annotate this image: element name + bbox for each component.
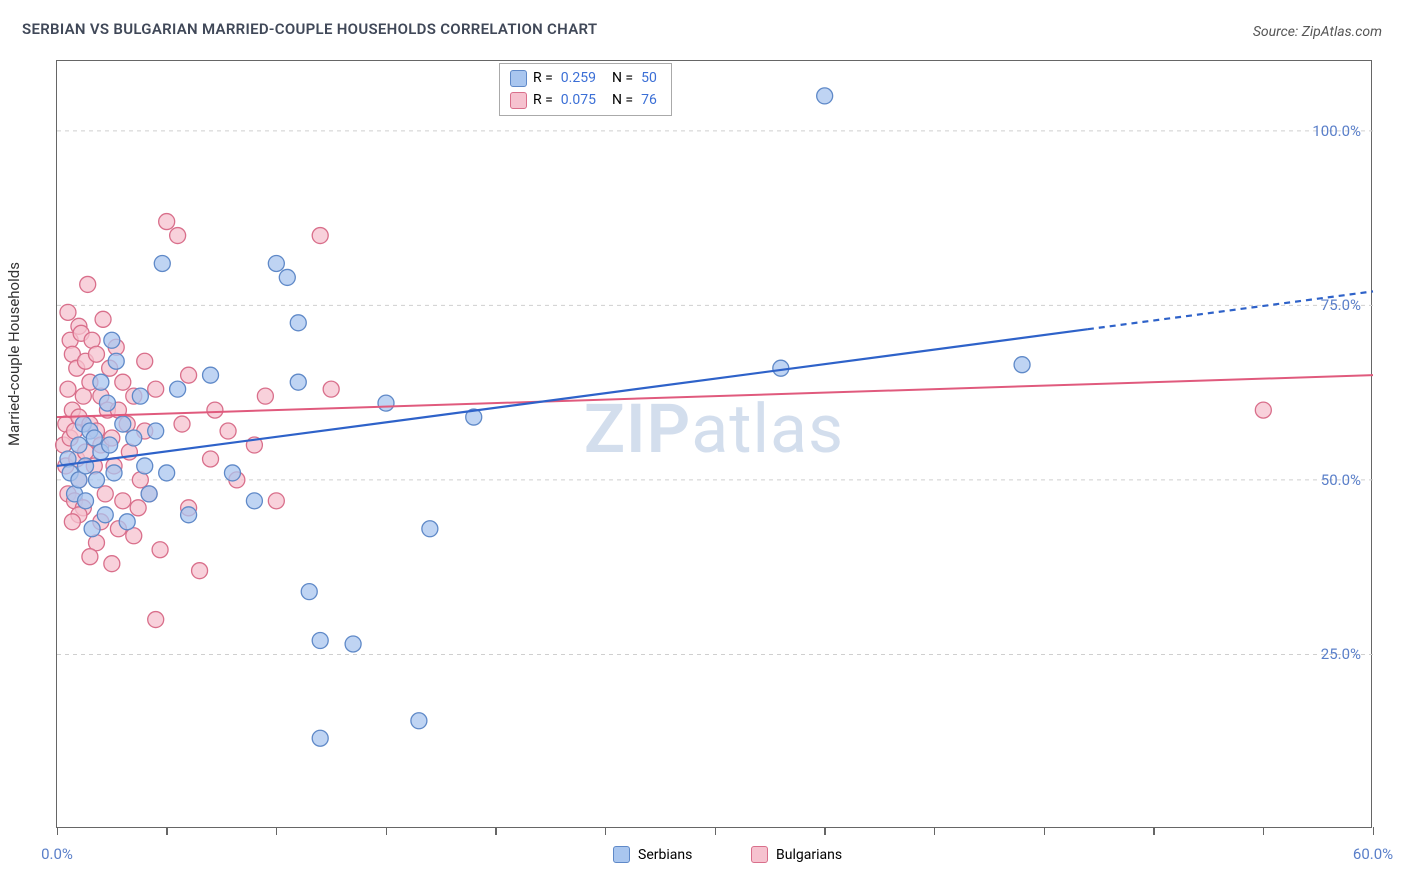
plot-area: ZIPatlas R = 0.259 N = 50 R = 0.075 N = … bbox=[56, 60, 1372, 828]
x-tick-label: 60.0% bbox=[1353, 845, 1393, 863]
stat-label-r: R = bbox=[533, 89, 553, 111]
stat-label-r: R = bbox=[533, 67, 553, 89]
x-tick-mark bbox=[386, 827, 388, 835]
x-tick-mark bbox=[276, 827, 278, 835]
x-tick-label: 0.0% bbox=[41, 845, 73, 863]
plot-svg bbox=[57, 61, 1373, 829]
stat-n-bulgarians: 76 bbox=[641, 89, 657, 111]
stat-r-serbians: 0.259 bbox=[561, 67, 596, 89]
swatch-bulgarians bbox=[751, 846, 768, 863]
swatch-serbians bbox=[613, 846, 630, 863]
x-tick-mark bbox=[934, 827, 936, 835]
chart-title: SERBIAN VS BULGARIAN MARRIED-COUPLE HOUS… bbox=[22, 20, 597, 38]
x-tick-mark bbox=[1373, 827, 1375, 835]
stats-row-bulgarians: R = 0.075 N = 76 bbox=[510, 89, 657, 111]
swatch-bulgarians bbox=[510, 92, 527, 109]
x-tick-mark bbox=[824, 827, 826, 835]
x-tick-mark bbox=[166, 827, 168, 835]
stat-label-n: N = bbox=[612, 67, 633, 89]
x-legend-bulgarians: Bulgarians bbox=[751, 846, 842, 863]
stat-r-bulgarians: 0.075 bbox=[561, 89, 596, 111]
x-legend-serbians-label: Serbians bbox=[638, 847, 692, 863]
stat-n-serbians: 50 bbox=[641, 67, 657, 89]
stat-label-n: N = bbox=[612, 89, 633, 111]
x-tick-mark bbox=[57, 827, 59, 835]
swatch-serbians bbox=[510, 70, 527, 87]
source-attribution: Source: ZipAtlas.com bbox=[1253, 24, 1382, 40]
y-tick-label: 25.0% bbox=[1321, 645, 1361, 663]
y-tick-label: 75.0% bbox=[1321, 296, 1361, 314]
x-tick-mark bbox=[715, 827, 717, 835]
x-legend-bulgarians-label: Bulgarians bbox=[776, 847, 842, 863]
x-legend-serbians: Serbians bbox=[613, 846, 692, 863]
title-text: SERBIAN VS BULGARIAN MARRIED-COUPLE HOUS… bbox=[22, 20, 597, 38]
x-tick-mark bbox=[1044, 827, 1046, 835]
source-prefix: Source: bbox=[1253, 24, 1302, 40]
stats-legend: R = 0.259 N = 50 R = 0.075 N = 76 bbox=[499, 63, 672, 116]
y-axis-label: Married-couple Households bbox=[5, 262, 23, 446]
y-tick-label: 100.0% bbox=[1312, 122, 1361, 140]
x-tick-mark bbox=[1263, 827, 1265, 835]
x-tick-mark bbox=[605, 827, 607, 835]
x-tick-mark bbox=[1153, 827, 1155, 835]
y-tick-label: 50.0% bbox=[1321, 471, 1361, 489]
stats-row-serbians: R = 0.259 N = 50 bbox=[510, 67, 657, 89]
x-tick-mark bbox=[495, 827, 497, 835]
source-name: ZipAtlas.com bbox=[1302, 24, 1382, 40]
